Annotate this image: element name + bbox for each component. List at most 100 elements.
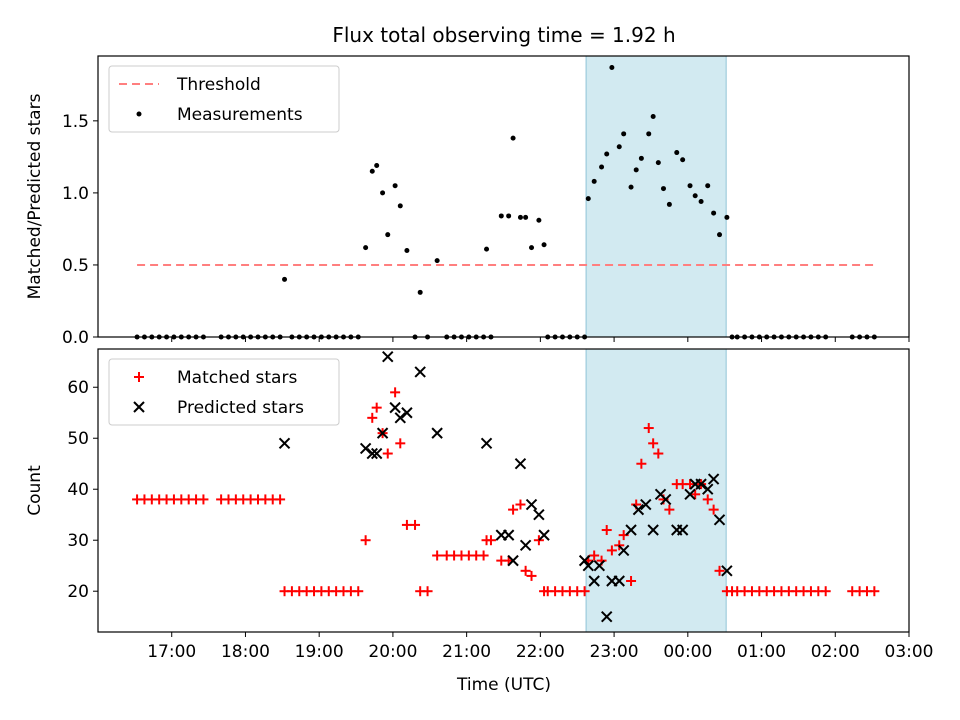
matched-stars-point xyxy=(869,586,880,597)
y-axis-label: Matched/Predicted stars xyxy=(25,93,45,299)
measurement-point xyxy=(717,232,723,238)
legend-box xyxy=(108,358,340,426)
matched-stars-point xyxy=(485,535,496,546)
matched-stars-point xyxy=(820,586,831,597)
matched-stars-point xyxy=(395,438,406,449)
x-tick-label: 03:00 xyxy=(885,642,934,662)
matched-stars-point xyxy=(382,448,393,459)
measurement-point xyxy=(621,131,627,137)
predicted-stars-point xyxy=(514,458,527,470)
measurement-point xyxy=(609,65,615,71)
legend-label: Matched stars xyxy=(177,368,297,388)
measurement-point xyxy=(506,213,512,219)
predicted-stars-point xyxy=(625,524,637,536)
x-marker-b xyxy=(394,412,406,424)
predicted-stars-point xyxy=(632,503,645,516)
predicted-stars-point xyxy=(721,565,733,577)
matched-stars-point xyxy=(520,565,531,576)
matched-stars-point xyxy=(198,494,209,505)
x-marker-b xyxy=(676,524,689,536)
matched-stars-point xyxy=(371,402,382,413)
measurement-point xyxy=(646,131,652,137)
x-marker-b xyxy=(659,493,672,506)
measurement-point xyxy=(638,155,644,161)
measurement-point xyxy=(633,167,639,173)
x-marker-b xyxy=(366,447,378,460)
x-marker-b xyxy=(582,560,594,572)
axes-frame xyxy=(97,348,910,633)
x-marker-b xyxy=(414,366,426,378)
y-tick-label: 0.0 xyxy=(62,328,89,348)
matched-stars-point xyxy=(579,586,590,597)
matched-stars-point xyxy=(690,489,701,500)
x-marker-b xyxy=(278,437,291,450)
x-marker-b xyxy=(721,565,733,577)
x-marker-b xyxy=(514,458,527,470)
predicted-stars-point xyxy=(582,560,594,572)
predicted-stars-point xyxy=(538,529,550,541)
y-axis-label: Count xyxy=(25,465,45,516)
predicted-stars-point xyxy=(659,493,672,506)
x-marker-b xyxy=(654,488,667,501)
predicted-stars-point xyxy=(480,437,493,450)
x-marker-b xyxy=(588,575,600,587)
measurement-point xyxy=(517,214,523,220)
measurement-point xyxy=(660,186,666,192)
matched-stars-point xyxy=(653,448,664,459)
y-tick-label: 60 xyxy=(67,378,89,398)
series-predicted-stars xyxy=(278,350,733,623)
predicted-stars-point xyxy=(593,560,606,572)
x-tick-label: 00:00 xyxy=(663,642,712,662)
x-marker-b xyxy=(382,350,394,363)
measurement-point xyxy=(599,164,605,170)
x-marker-b xyxy=(684,488,696,501)
x-tick-label: 22:00 xyxy=(516,642,565,662)
x-marker-b xyxy=(502,529,515,541)
x-marker-b xyxy=(707,473,720,485)
matched-stars-point xyxy=(714,565,725,576)
predicted-stars-point xyxy=(394,412,406,424)
series-matched-stars xyxy=(132,387,880,597)
measurement-point xyxy=(541,242,547,248)
matched-stars-point xyxy=(626,576,637,587)
legend-box xyxy=(108,65,340,133)
measurement-point xyxy=(655,160,661,166)
measurement-point xyxy=(484,246,490,252)
predicted-stars-point xyxy=(647,524,659,536)
measurement-point xyxy=(591,178,597,184)
predicted-stars-point xyxy=(389,401,401,414)
x-marker-b xyxy=(613,575,625,587)
matched-stars-point xyxy=(685,479,696,490)
matched-stars-point xyxy=(360,535,371,546)
measurement-point xyxy=(711,210,717,216)
y-tick-label: 30 xyxy=(67,531,89,551)
predicted-stars-point xyxy=(695,478,707,490)
legend-label: Predicted stars xyxy=(177,398,304,418)
matched-stars-point xyxy=(515,499,526,510)
matched-stars-point xyxy=(636,458,647,469)
x-marker-b xyxy=(702,483,714,495)
y-tick-label: 20 xyxy=(67,582,89,602)
predicted-stars-point xyxy=(601,610,613,623)
y-tick-label: 0.5 xyxy=(62,256,89,276)
measurement-point xyxy=(616,144,622,150)
x-marker-b xyxy=(632,503,645,516)
predicted-stars-point xyxy=(370,447,383,460)
matched-stars-point xyxy=(422,586,433,597)
y-tick-label: 1.5 xyxy=(62,112,89,132)
measurement-point xyxy=(392,183,398,189)
predicted-stars-point xyxy=(366,447,378,460)
predicted-stars-point xyxy=(713,514,726,526)
x-marker-b xyxy=(538,529,550,541)
x-marker-b xyxy=(507,554,519,567)
x-marker-b xyxy=(593,560,606,572)
predicted-stars-point xyxy=(640,498,652,511)
matched-stars-point xyxy=(410,519,421,530)
measurement-point xyxy=(510,135,516,141)
measurement-point xyxy=(650,114,656,120)
x-marker-b xyxy=(133,401,145,413)
predicted-stars-point xyxy=(613,575,625,587)
predicted-stars-point xyxy=(401,407,413,419)
predicted-stars-point xyxy=(376,427,389,439)
predicted-stars-point xyxy=(278,437,291,450)
